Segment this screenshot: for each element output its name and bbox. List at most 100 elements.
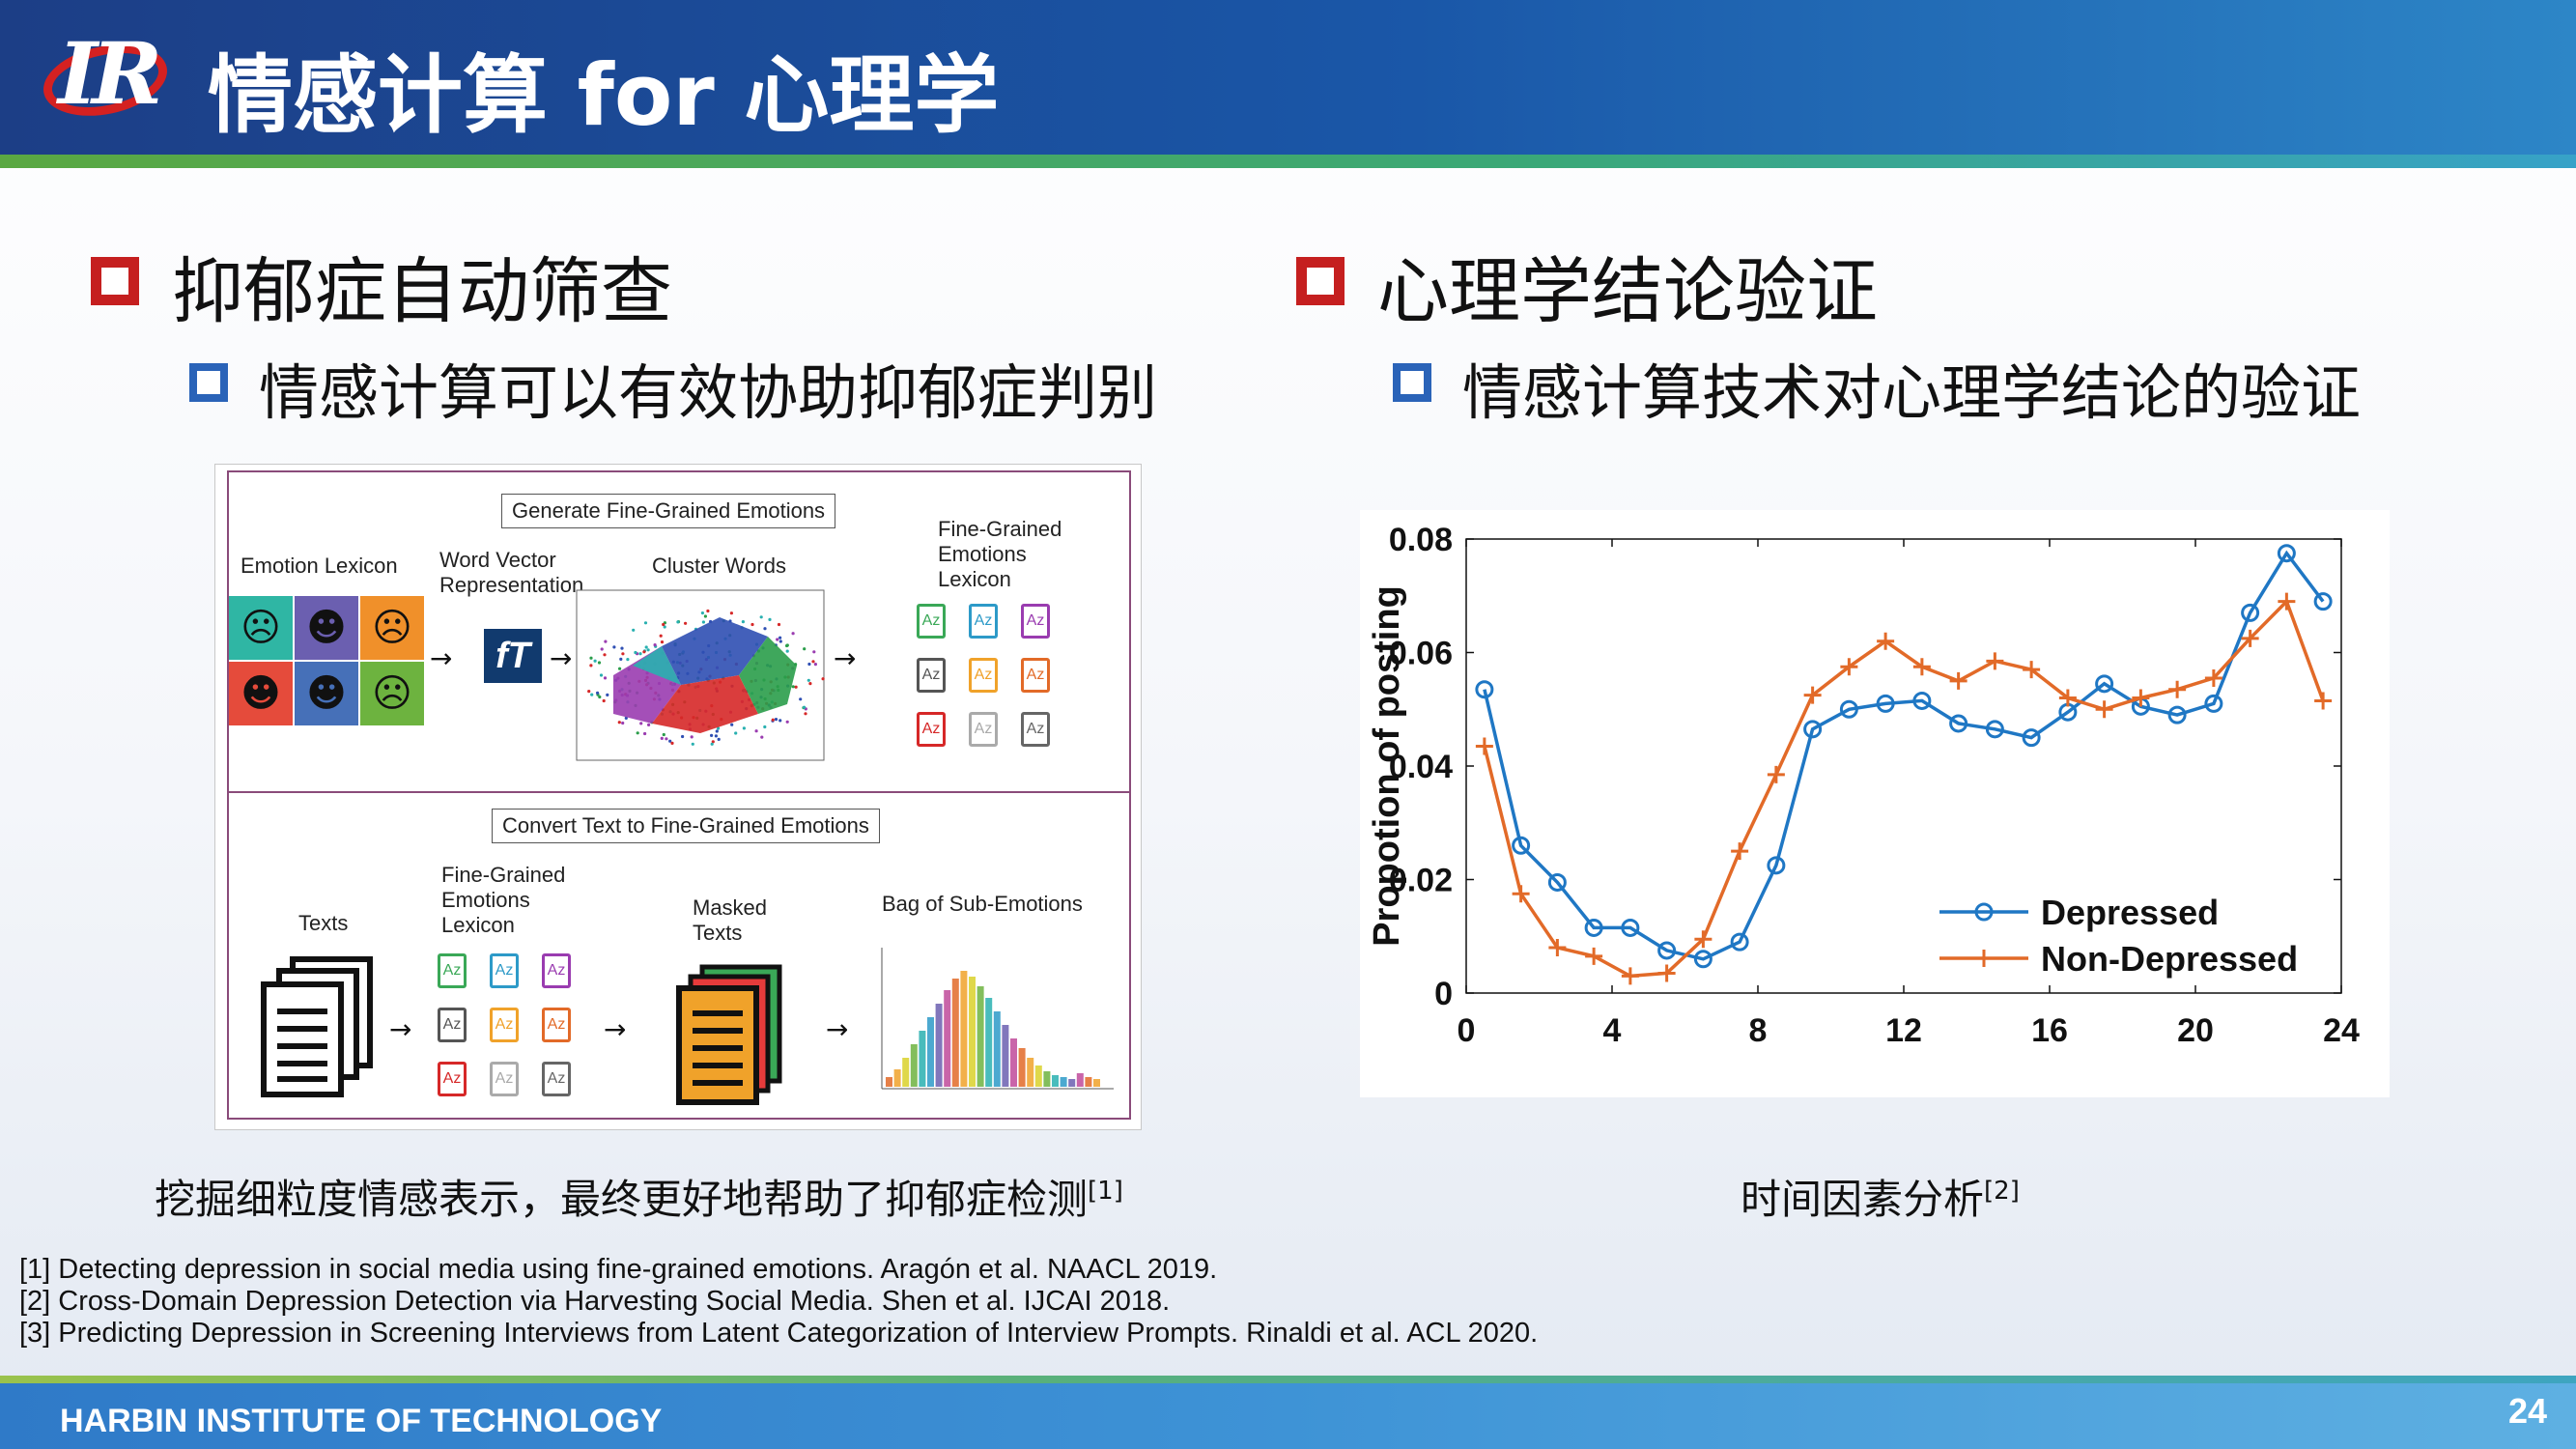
scatter-dot [807,662,811,667]
dictionary-icon: Az [917,658,946,693]
scatter-dot [646,648,650,652]
scatter-dot [589,664,593,668]
data-point [1584,918,1603,937]
histogram-bar [1093,1079,1100,1087]
data-point [2241,603,2260,622]
data-point [1475,737,1493,755]
histogram-bar [1002,1025,1009,1087]
scatter-dot [791,685,795,689]
data-point [1621,918,1640,937]
scatter-dot [768,617,772,621]
data-point [1985,720,2004,739]
pipeline-figure: Generate Fine-Grained Emotions Emotion L… [214,464,1142,1130]
series-line [1483,598,2325,979]
scatter-dot [791,632,795,636]
scatter-dot [771,718,775,722]
scatter-dot [624,716,628,720]
data-point [2313,592,2333,611]
right-caption: 时间因素分析[2] [1741,1167,2020,1226]
reference-3: [3] Predicting Depression in Screening I… [19,1318,1539,1349]
scatter-dot [665,737,668,741]
dictionary-icon: Az [542,1062,571,1096]
scatter-dot [684,621,688,625]
scatter-dot [700,611,704,615]
x-tick-label: 0 [1458,1012,1476,1049]
scatter-dot [813,663,817,667]
scatter-dot [668,739,672,743]
scatter-dot [642,650,646,654]
arrow-icon: → [834,642,857,674]
right-heading: 心理学结论验证 [1377,250,1878,333]
page-title: 情感计算 for 心理学 [208,45,1000,145]
scatter-dot [620,646,624,650]
scatter-dot [603,653,607,657]
arrow-icon: → [826,1013,849,1045]
figure-frame [227,470,1131,1120]
data-point [1986,652,2004,670]
x-tick-label: 20 [2177,1012,2214,1049]
institution-name: HARBIN INSTITUTE OF TECHNOLOGY [60,1403,663,1439]
y-tick-label: 0.08 [1389,522,1453,558]
data-point [2167,705,2187,724]
arrow-icon: → [389,1013,412,1045]
histogram-bar [902,1058,910,1087]
fasttext-icon: fT [484,629,542,683]
header-stripe [0,155,2576,168]
scatter-dot [634,650,637,655]
left-caption-ref: [1] [1088,1177,1123,1206]
scatter-dot [643,731,647,736]
data-point [2204,668,2222,687]
data-point [1548,939,1567,956]
data-point [2022,728,2041,748]
scatter-dot [593,659,597,663]
word-vector-label: Word Vector Representation [439,548,583,598]
scatter-dot [804,712,807,716]
legend-label: Non-Depressed [2041,939,2298,979]
histogram-bar [993,1011,1001,1087]
left-caption: 挖掘细粒度情感表示，最终更好地帮助了抑郁症检测[1] [155,1167,1123,1226]
texts-label: Texts [298,911,349,935]
emotion-faces-grid: ☹ ☻ ☹ ☻ ☻ ☹ [229,596,426,727]
histogram-bar [1060,1077,1067,1087]
scatter-dot [691,742,694,746]
scatter-dot [602,698,606,703]
arrow-icon: → [430,642,453,674]
scatter-dot [660,640,665,644]
data-point [1949,714,1968,733]
lexicon-line: Lexicon [938,567,1011,591]
dictionary-icon: Az [438,1008,467,1042]
word-vector-line: Word Vector [439,548,556,572]
scatter-dot [730,723,734,726]
y-tick-label: 0 [1434,976,1453,1012]
data-point [1585,947,1603,965]
scatter-dot [807,678,810,682]
scatter-dot [600,647,604,651]
masked-line: Masked [693,895,768,920]
left-heading: 抑郁症自动筛查 [172,250,672,333]
data-point [1621,967,1639,985]
y-tick-label: 0.06 [1389,636,1453,672]
scatter-dot [803,705,807,709]
scatter-dot [811,660,815,664]
scatter-dot [742,726,746,730]
scatter-dot [821,677,825,681]
data-point [1803,686,1822,704]
data-point [1475,680,1494,699]
data-point [1974,902,1994,922]
histogram-bar [910,1044,918,1087]
scatter-dot [734,731,738,735]
dictionary-icon: Az [438,953,467,988]
scatter-dot [760,735,764,739]
face-icon: ☻ [295,596,358,660]
dictionary-icon: Az [917,604,946,639]
sub-emotion-histogram [881,948,1114,1090]
y-tick-label: 0.04 [1389,749,1453,785]
right-caption-text: 时间因素分析 [1741,1176,1985,1223]
scatter-dot [729,611,733,615]
scatter-dot [774,718,778,722]
histogram-bar [1034,1065,1042,1087]
histogram-bar [927,1017,934,1087]
scatter-dot [606,693,609,696]
data-point [1949,671,1967,690]
data-point [1803,720,1823,739]
